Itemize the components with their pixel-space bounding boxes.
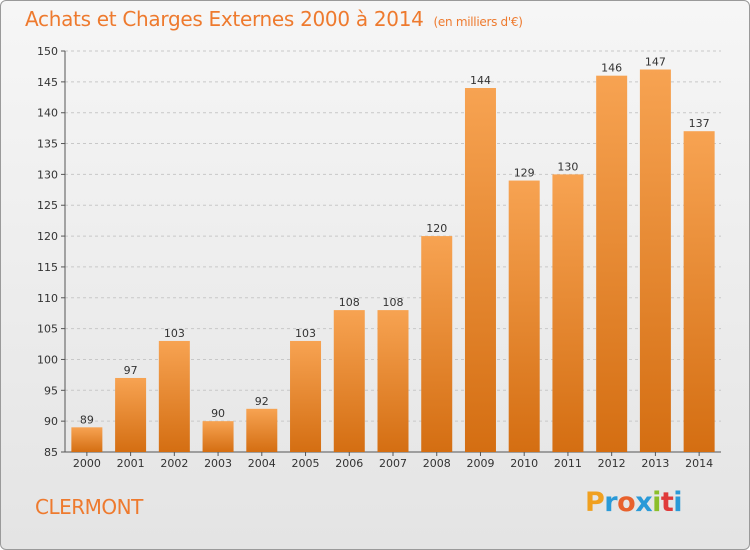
x-tick-labels: 2000 2001 2002 2003 2004 2005 2006 2007 2008 2009… xyxy=(73,457,713,470)
y-tick-label: 115 xyxy=(37,261,58,274)
bar-2006 xyxy=(333,310,365,452)
logo-letter: P xyxy=(585,487,605,518)
value-label: 146 xyxy=(601,62,622,75)
value-label: 89 xyxy=(80,413,94,426)
bar-2004 xyxy=(246,408,278,452)
value-labels: 89 97 103 90 92 103 108 108 120 144 129 130 146 147 13… xyxy=(80,56,710,427)
x-tick-label: 2014 xyxy=(685,457,713,470)
value-label: 129 xyxy=(514,167,535,180)
proxiti-logo: Proxiti xyxy=(585,487,683,518)
y-tick-label: 95 xyxy=(44,384,58,397)
value-label: 147 xyxy=(645,56,666,69)
bar-2014 xyxy=(683,131,715,452)
bar-2013 xyxy=(639,69,671,452)
y-tick-label: 140 xyxy=(37,107,58,120)
x-tick-label: 2011 xyxy=(554,457,582,470)
x-tick-label: 2002 xyxy=(160,457,188,470)
y-tick-label: 110 xyxy=(37,292,58,305)
bar-2010 xyxy=(508,180,540,453)
x-tick-label: 2010 xyxy=(510,457,538,470)
value-label: 144 xyxy=(470,74,491,87)
y-tick-labels: 85 90 95 100 105 110 115 120 125 130 135 140 145 150 xyxy=(37,45,58,459)
logo-letter: o xyxy=(617,487,636,518)
bar-2012 xyxy=(596,75,628,452)
bar-2001 xyxy=(115,377,147,452)
value-label: 97 xyxy=(124,364,138,377)
x-tick-label: 2007 xyxy=(379,457,407,470)
bar-2002 xyxy=(158,340,190,452)
bar-2000 xyxy=(71,427,103,452)
x-tick-label: 2013 xyxy=(641,457,669,470)
y-tick-label: 125 xyxy=(37,199,58,212)
value-label: 92 xyxy=(255,395,269,408)
logo-letter: i xyxy=(673,487,683,518)
x-tick-label: 2000 xyxy=(73,457,101,470)
y-tick-label: 90 xyxy=(44,415,58,428)
bar-2005 xyxy=(290,340,322,452)
value-label: 137 xyxy=(689,117,710,130)
value-label: 130 xyxy=(557,160,578,173)
bars xyxy=(71,69,715,453)
value-label: 108 xyxy=(383,296,404,309)
bar-2009 xyxy=(464,88,496,452)
value-label: 103 xyxy=(295,327,316,340)
bar-2008 xyxy=(421,236,453,452)
x-tick-label: 2012 xyxy=(598,457,626,470)
y-tick-label: 100 xyxy=(37,353,58,366)
value-label: 103 xyxy=(164,327,185,340)
logo-letter: t xyxy=(660,487,674,518)
chart-title: Achats et Charges Externes 2000 à 2014 (e… xyxy=(25,7,523,31)
commune-name: CLERMONT xyxy=(35,495,143,519)
x-tick-label: 2008 xyxy=(423,457,451,470)
y-tick-label: 135 xyxy=(37,138,58,151)
bar-2007 xyxy=(377,310,409,452)
bar-2011 xyxy=(552,174,584,452)
y-tick-label: 105 xyxy=(37,323,58,336)
x-tick-label: 2001 xyxy=(117,457,145,470)
x-tick-label: 2009 xyxy=(466,457,494,470)
bar-2003 xyxy=(202,421,234,452)
y-tick-label: 85 xyxy=(44,446,58,459)
y-tick-label: 130 xyxy=(37,168,58,181)
x-tick-label: 2005 xyxy=(292,457,320,470)
y-tick-label: 120 xyxy=(37,230,58,243)
value-label: 120 xyxy=(426,222,447,235)
value-label: 90 xyxy=(211,407,225,420)
y-tick-label: 150 xyxy=(37,45,58,58)
x-tick-label: 2006 xyxy=(335,457,363,470)
value-label: 108 xyxy=(339,296,360,309)
y-tick-label: 145 xyxy=(37,76,58,89)
logo-letter: i xyxy=(652,487,661,518)
logo-letter: x xyxy=(635,487,653,518)
x-tick-label: 2004 xyxy=(248,457,276,470)
logo-letter: r xyxy=(604,487,618,518)
chart-subtitle: (en milliers d'€) xyxy=(433,15,523,29)
x-tick-label: 2003 xyxy=(204,457,232,470)
